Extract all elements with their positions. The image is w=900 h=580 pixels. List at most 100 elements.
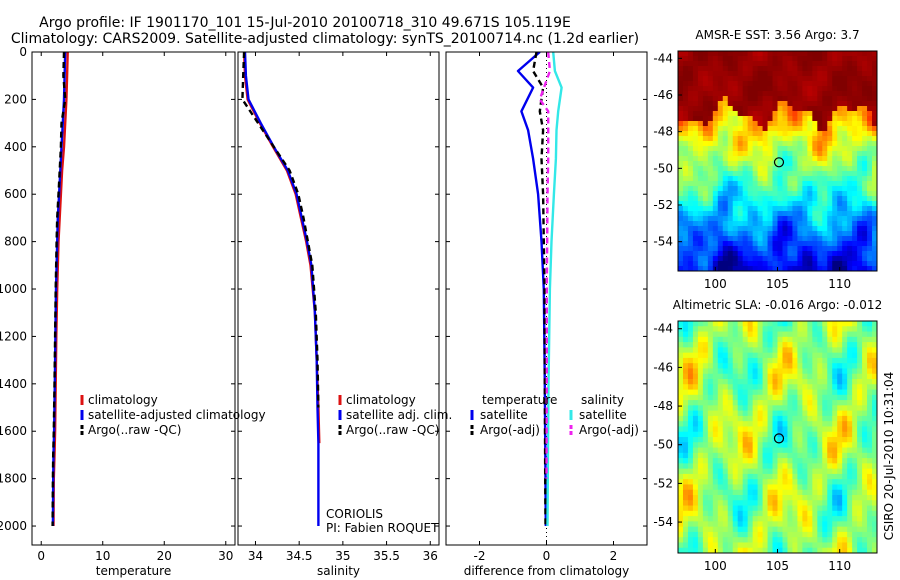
map-cell bbox=[812, 452, 818, 459]
map-cell bbox=[797, 256, 803, 262]
map-cell bbox=[697, 526, 704, 533]
map-cell bbox=[862, 266, 868, 272]
map-cell bbox=[707, 61, 714, 67]
map-cell bbox=[767, 516, 774, 522]
x-axis-label: salinity bbox=[317, 564, 360, 578]
map-cell bbox=[797, 116, 803, 122]
map-cell bbox=[732, 256, 739, 262]
map-cell bbox=[707, 442, 714, 449]
map-cell bbox=[847, 261, 853, 267]
map-cell bbox=[737, 86, 744, 92]
map-cell bbox=[697, 437, 704, 443]
map-cell bbox=[872, 51, 878, 57]
map-cell bbox=[752, 81, 759, 87]
map-cell bbox=[787, 91, 793, 97]
map-cell bbox=[822, 81, 828, 87]
map-cell bbox=[867, 357, 873, 364]
map-cell bbox=[792, 394, 798, 401]
map-cell bbox=[832, 256, 838, 262]
map-cell bbox=[752, 191, 759, 197]
map-cell bbox=[812, 400, 818, 406]
map-cell bbox=[702, 206, 709, 212]
map-cell bbox=[857, 389, 863, 396]
map-cell bbox=[687, 547, 694, 554]
map-cell bbox=[822, 166, 828, 172]
map-cell bbox=[812, 537, 818, 543]
map-cell bbox=[812, 547, 818, 554]
map-cell bbox=[757, 468, 764, 475]
map-cell bbox=[687, 526, 694, 533]
map-cell bbox=[727, 266, 734, 272]
map-cell bbox=[852, 526, 858, 533]
map-cell bbox=[817, 505, 823, 512]
map-cell bbox=[687, 116, 694, 122]
map-cell bbox=[772, 389, 778, 396]
map-cell bbox=[852, 389, 858, 396]
map-cell bbox=[692, 458, 699, 464]
map-cell bbox=[702, 176, 709, 182]
map-cell bbox=[682, 96, 689, 102]
map-cell bbox=[812, 521, 818, 528]
map-cell bbox=[752, 473, 759, 480]
map-cell bbox=[702, 458, 709, 464]
map-cell bbox=[722, 221, 729, 227]
map-cell bbox=[712, 389, 719, 396]
map-cell bbox=[767, 246, 774, 252]
map-cell bbox=[752, 336, 759, 343]
map-cell bbox=[682, 495, 689, 501]
map-cell bbox=[687, 216, 694, 222]
map-cell bbox=[697, 442, 704, 449]
map-cell bbox=[807, 510, 813, 517]
map-cell bbox=[827, 181, 833, 187]
map-cell bbox=[717, 96, 724, 102]
map-cell bbox=[772, 537, 778, 543]
map-cell bbox=[852, 542, 858, 549]
map-cell bbox=[837, 236, 843, 242]
map-cell bbox=[772, 495, 778, 501]
map-cell bbox=[772, 96, 778, 102]
map-cell bbox=[762, 489, 769, 496]
map-cell bbox=[827, 505, 833, 512]
map-cell bbox=[678, 236, 684, 242]
map-cell bbox=[847, 379, 853, 385]
map-cell bbox=[757, 196, 764, 202]
map-cell bbox=[857, 181, 863, 187]
map-cell bbox=[862, 321, 868, 327]
map-cell bbox=[727, 256, 734, 262]
map-cell bbox=[722, 442, 729, 449]
map-cell bbox=[682, 331, 689, 338]
map-cell bbox=[872, 321, 878, 327]
map-cell bbox=[812, 437, 818, 443]
map-cell bbox=[757, 379, 764, 385]
map-cell bbox=[787, 542, 793, 549]
map-cell bbox=[807, 236, 813, 242]
map-cell bbox=[857, 400, 863, 406]
figure-title-line1: Argo profile: IF 1901170_101 15-Jul-2010… bbox=[39, 15, 571, 31]
map-cell bbox=[852, 241, 858, 247]
map-cell bbox=[787, 547, 793, 554]
map-cell bbox=[712, 181, 719, 187]
map-cell bbox=[827, 106, 833, 112]
map-cell bbox=[717, 542, 724, 549]
map-cell bbox=[807, 347, 813, 354]
map-cell bbox=[807, 357, 813, 364]
map-cell bbox=[722, 256, 729, 262]
map-cell bbox=[807, 51, 813, 57]
map-cell bbox=[782, 186, 788, 192]
map-cell bbox=[837, 447, 843, 454]
map-cell bbox=[712, 336, 719, 343]
map-cell bbox=[682, 379, 689, 385]
map-cell bbox=[682, 479, 689, 485]
map-cell bbox=[737, 141, 744, 147]
map-cell bbox=[807, 131, 813, 137]
map-cell bbox=[862, 479, 868, 485]
map-cell bbox=[857, 221, 863, 227]
map-cell bbox=[792, 489, 798, 496]
map-cell bbox=[712, 171, 719, 177]
map-cell bbox=[802, 226, 808, 232]
map-cell bbox=[752, 410, 759, 417]
map-cell bbox=[847, 101, 853, 107]
map-cell bbox=[807, 505, 813, 512]
map-cell bbox=[717, 452, 724, 459]
map-cell bbox=[762, 131, 769, 137]
